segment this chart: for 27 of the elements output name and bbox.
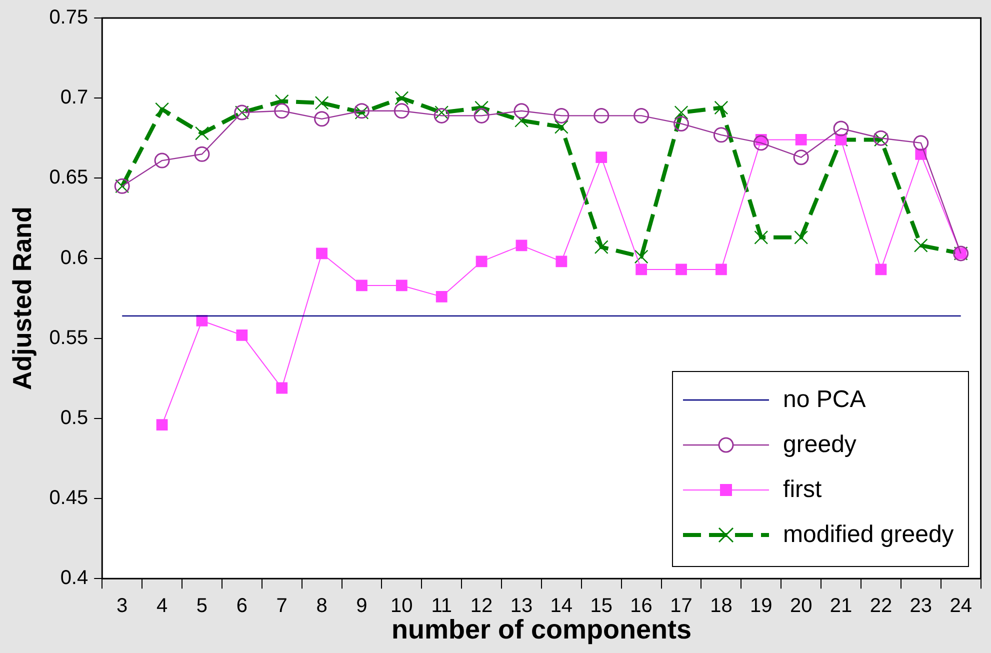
x-tick-label: 23	[910, 595, 932, 618]
x-tick-label: 6	[236, 595, 248, 618]
legend-label: greedy	[783, 431, 856, 460]
y-axis-title: Adjusted Rand	[6, 206, 37, 390]
x-tick-label: 21	[830, 595, 852, 618]
x-tick-label: 7	[276, 595, 288, 618]
x-tick-label: 20	[790, 595, 812, 618]
y-tick-label: 0.75	[49, 6, 88, 29]
legend-label: no PCA	[783, 386, 866, 414]
y-tick-label: 0.6	[60, 246, 88, 269]
x-tick-label: 5	[196, 595, 208, 618]
y-tick-label: 0.55	[49, 326, 88, 349]
y-tick-label: 0.65	[49, 166, 88, 189]
x-tick-label: 3	[116, 595, 128, 618]
x-tick-label: 9	[356, 595, 368, 618]
y-tick-label: 0.5	[60, 406, 88, 429]
legend-label: modified greedy	[783, 521, 954, 550]
x-tick-label: 8	[316, 595, 328, 618]
x-tick-label: 19	[750, 595, 772, 618]
y-tick-label: 0.4	[60, 567, 88, 590]
x-tick-label: 4	[156, 595, 168, 618]
x-tick-label: 18	[710, 595, 732, 618]
y-tick-label: 0.45	[49, 487, 88, 510]
x-tick-label: 24	[950, 595, 972, 618]
legend-label: first	[783, 476, 822, 504]
y-tick-label: 0.7	[60, 86, 88, 109]
x-tick-label: 22	[870, 595, 892, 618]
